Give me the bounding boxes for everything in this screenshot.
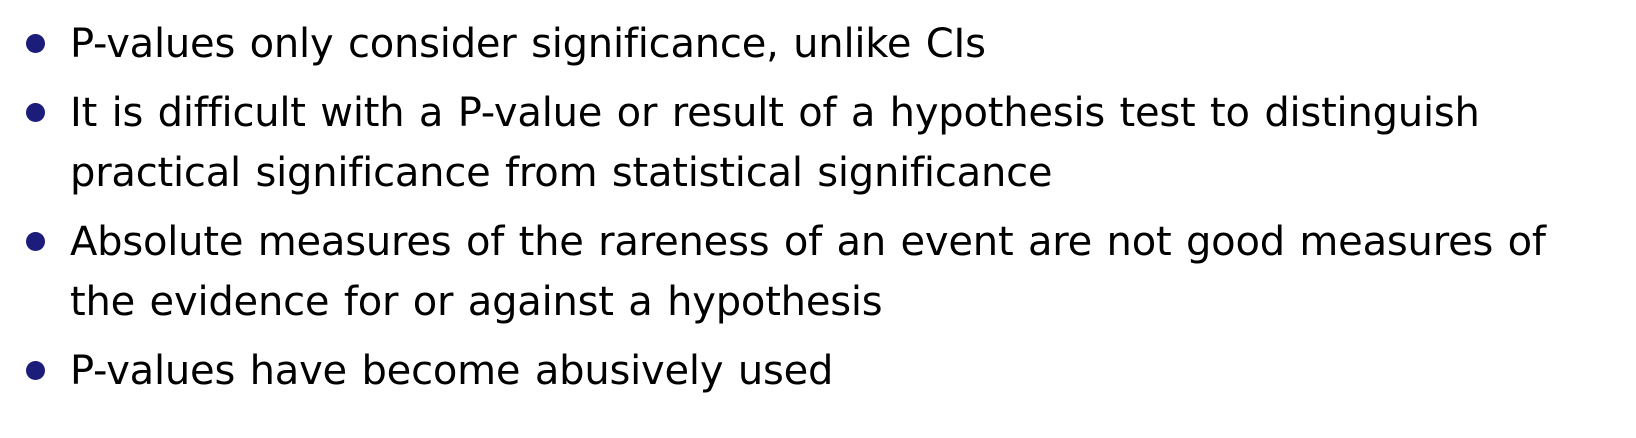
bullet-dot-icon — [26, 103, 45, 122]
bullet-item-2: It is difficult with a P-value or result… — [0, 83, 1636, 203]
bullet-text: It is difficult with a P-value or result… — [70, 90, 1480, 196]
bullet-item-1: P-values only consider significance, unl… — [0, 14, 1636, 74]
bullet-item-4: P-values have become abusively used — [0, 341, 1636, 401]
bullet-text: Absolute measures of the rareness of an … — [70, 219, 1546, 325]
bullet-dot-icon — [26, 232, 45, 251]
bullet-list: P-values only consider significance, unl… — [0, 14, 1636, 410]
bullet-item-3: Absolute measures of the rareness of an … — [0, 212, 1636, 332]
bullet-dot-icon — [26, 34, 45, 53]
bullet-text: P-values only consider significance, unl… — [70, 21, 986, 67]
bullet-text: P-values have become abusively used — [70, 348, 834, 394]
bullet-dot-icon — [26, 361, 45, 380]
